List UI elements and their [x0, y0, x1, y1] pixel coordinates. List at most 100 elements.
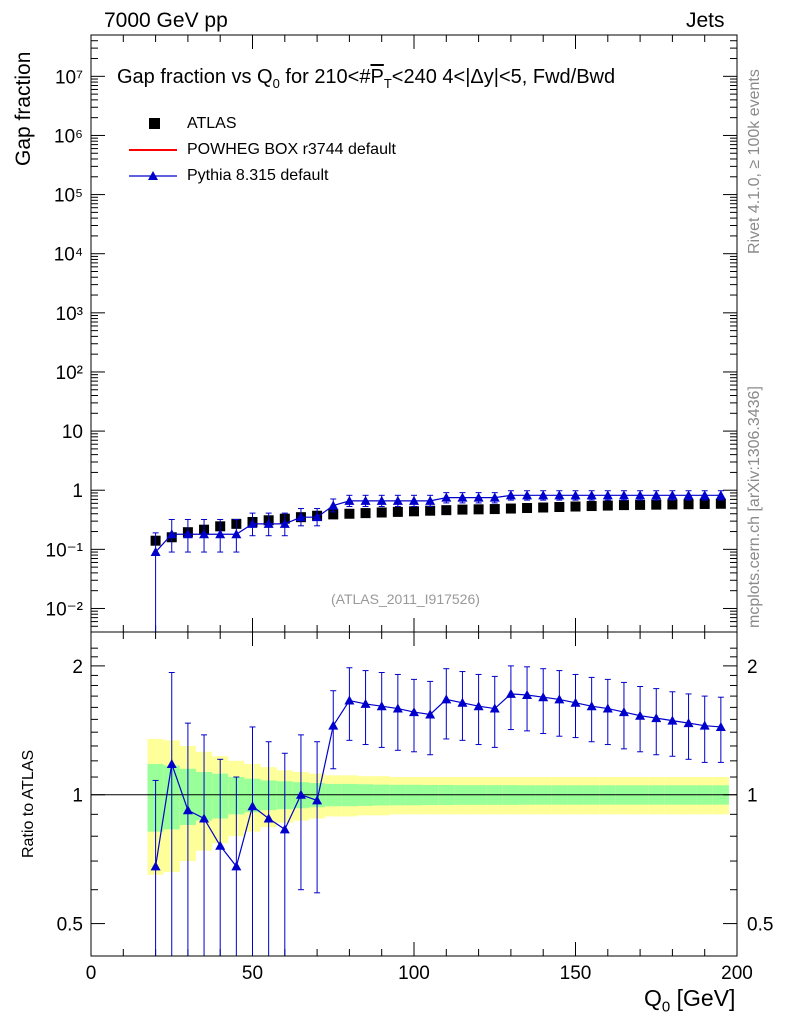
ratio-y-tick-label: 1 — [72, 786, 83, 807]
x-tick-label: 50 — [242, 963, 263, 984]
pythia-ratio-point — [505, 688, 516, 698]
atlas-data-point — [425, 505, 436, 516]
pythia-data-point — [425, 495, 436, 505]
pythia-ratio-point — [457, 697, 468, 707]
y-tick-label: 10³ — [56, 304, 83, 325]
atlas-data-point — [683, 499, 694, 510]
ratio-y-tick-label: 2 — [747, 657, 758, 678]
atlas-data-point — [667, 499, 678, 510]
pythia-ratio-point — [166, 758, 177, 768]
x-axis-label: Q0 [GeV] — [644, 985, 736, 1016]
pythia-data-point — [489, 492, 500, 502]
atlas-data-point — [570, 501, 581, 512]
legend-label-pythia: Pythia 8.315 default — [187, 167, 329, 184]
pythia-data-point — [505, 490, 516, 500]
pythia-ratio-point — [441, 694, 452, 704]
pythia-ratio-point — [586, 701, 597, 711]
pythia-data-point — [263, 518, 274, 528]
rivet-version-label: Rivet 4.1.0, ≥ 100k events — [746, 69, 763, 254]
pythia-data-point — [279, 518, 290, 528]
analysis-id-label: (ATLAS_2011_I917526) — [331, 591, 480, 607]
pythia-data-point — [215, 529, 226, 539]
atlas-data-point — [344, 508, 355, 519]
pythia-ratio-point — [489, 703, 500, 713]
header-energy: 7000 GeV pp — [104, 9, 228, 32]
pythia-data-point — [150, 547, 161, 557]
pythia-ratio-point — [538, 692, 549, 702]
atlas-data-point — [602, 500, 613, 511]
pythia-data-point — [715, 490, 726, 500]
pythia-ratio-point — [715, 721, 726, 731]
pythia-data-point — [247, 518, 258, 528]
pythia-ratio-point — [683, 718, 694, 728]
pythia-data-point — [473, 492, 484, 502]
pythia-data-point — [554, 490, 565, 500]
pythia-ratio-point — [522, 690, 533, 700]
pythia-data-point — [344, 495, 355, 505]
atlas-data-point — [489, 504, 500, 515]
atlas-data-point — [554, 502, 565, 513]
pythia-data-point — [182, 529, 193, 539]
pythia-ratio-point — [618, 707, 629, 717]
pythia-ratio-point — [263, 813, 274, 823]
atlas-data-point — [457, 504, 468, 515]
x-tick-label: 0 — [86, 963, 97, 984]
pythia-ratio-point — [409, 707, 419, 717]
pythia-data-point — [618, 490, 629, 500]
atlas-data-point — [360, 508, 371, 519]
atlas-data-point — [409, 506, 419, 517]
pythia-data-point — [522, 490, 533, 500]
pythia-data-point — [635, 490, 646, 500]
pythia-ratio-point — [199, 813, 210, 823]
y-tick-label: 10⁻¹ — [46, 540, 84, 561]
y-tick-label: 1 — [72, 481, 83, 502]
legend-pythia-marker — [148, 171, 158, 180]
pythia-data-point — [166, 529, 177, 539]
pythia-ratio-point — [602, 703, 613, 713]
pythia-ratio-point — [635, 710, 646, 720]
pythia-data-point — [683, 490, 694, 500]
pythia-ratio-point — [328, 720, 339, 730]
pythia-ratio-point — [651, 713, 662, 723]
pythia-data-point — [538, 490, 549, 500]
atlas-data-point — [441, 505, 452, 516]
pythia-data-point — [570, 490, 581, 500]
atlas-data-point — [651, 499, 662, 510]
pythia-data-point — [360, 495, 371, 505]
pythia-ratio-point — [360, 698, 371, 708]
pythia-ratio-point — [312, 795, 323, 805]
pythia-ratio-point — [279, 824, 290, 834]
atlas-data-point — [376, 507, 387, 518]
pythia-data-point — [699, 490, 710, 500]
ratio-y-tick-label: 0.5 — [747, 915, 773, 936]
y-tick-label: 10⁵ — [54, 186, 83, 207]
pythia-data-point — [392, 495, 403, 505]
pythia-ratio-point — [376, 701, 387, 711]
pythia-data-point — [667, 490, 678, 500]
pythia-data-point — [441, 492, 452, 502]
pythia-ratio-point — [667, 715, 678, 725]
pythia-data-point — [409, 495, 419, 505]
pythia-ratio-point — [570, 697, 581, 707]
ratio-y-tick-label: 0.5 — [57, 915, 83, 936]
main-y-axis-label: Gap fraction — [12, 51, 35, 166]
pythia-ratio-point — [425, 709, 436, 719]
x-tick-label: 200 — [721, 963, 753, 984]
atlas-data-point — [635, 499, 646, 510]
pythia-data-point — [199, 529, 210, 539]
pythia-ratio-point — [247, 801, 258, 811]
legend-label-atlas: ATLAS — [187, 115, 237, 132]
atlas-data-point — [392, 506, 403, 517]
atlas-data-point — [538, 502, 549, 513]
pythia-data-point — [231, 529, 242, 539]
pythia-data-point — [376, 495, 387, 505]
ratio-y-axis-label: Ratio to ATLAS — [20, 749, 37, 858]
atlas-data-point — [618, 500, 629, 511]
pythia-ratio-point — [392, 703, 403, 713]
pythia-ratio-point — [295, 789, 306, 799]
pythia-data-point — [586, 490, 597, 500]
header-category: Jets — [686, 9, 725, 32]
mcplots-label: mcplots.cern.ch [arXiv:1306.3436] — [746, 386, 763, 628]
pythia-ratio-point — [150, 861, 161, 871]
